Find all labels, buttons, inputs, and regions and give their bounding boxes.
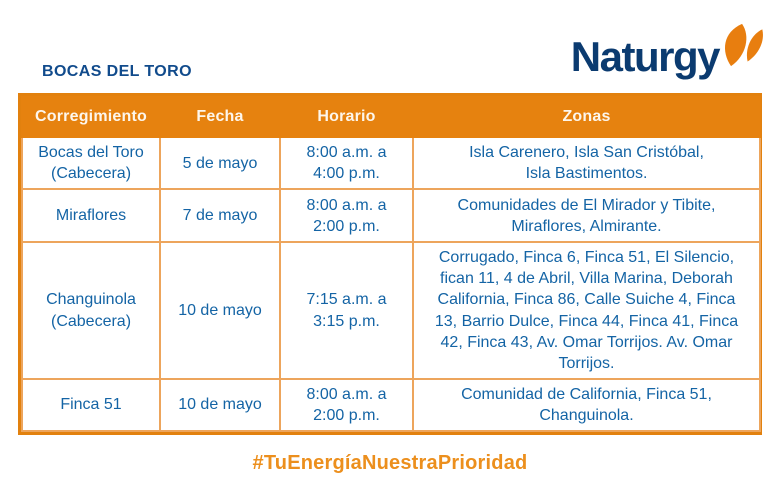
cell-horario: 7:15 a.m. a 3:15 p.m. xyxy=(279,241,414,380)
cell-zonas: Isla Carenero, Isla San Cristóbal, Isla … xyxy=(412,135,761,191)
naturgy-logo-text: Naturgy xyxy=(570,33,721,80)
cell-corregimiento: Changuinola (Cabecera) xyxy=(21,241,161,380)
cell-zonas: Corrugado, Finca 6, Finca 51, El Silenci… xyxy=(412,241,761,380)
butterfly-icon xyxy=(720,22,766,68)
table-row: Finca 51 10 de mayo 8:00 a.m. a 2:00 p.m… xyxy=(21,377,761,433)
table-header-row: Corregimiento Fecha Horario Zonas xyxy=(21,96,761,138)
cell-fecha: 5 de mayo xyxy=(159,135,281,191)
column-header-fecha: Fecha xyxy=(159,96,281,138)
outage-schedule-table: Corregimiento Fecha Horario Zonas Bocas … xyxy=(18,93,762,436)
table-row: Bocas del Toro (Cabecera) 5 de mayo 8:00… xyxy=(21,135,761,191)
cell-corregimiento: Bocas del Toro (Cabecera) xyxy=(21,135,161,191)
hashtag-slogan: #TuEnergíaNuestraPrioridad xyxy=(252,452,528,474)
cell-zonas: Comunidades de El Mirador y Tibite, Mira… xyxy=(412,188,761,244)
column-header-horario: Horario xyxy=(279,96,414,138)
table-row: Miraflores 7 de mayo 8:00 a.m. a 2:00 p.… xyxy=(21,188,761,244)
cell-corregimiento: Miraflores xyxy=(21,188,161,244)
table-row: Changuinola (Cabecera) 10 de mayo 7:15 a… xyxy=(21,241,761,380)
cell-corregimiento: Finca 51 xyxy=(21,377,161,433)
cell-fecha: 10 de mayo xyxy=(159,377,281,433)
cell-fecha: 7 de mayo xyxy=(159,188,281,244)
column-header-corregimiento: Corregimiento xyxy=(21,96,161,138)
cell-horario: 8:00 a.m. a 4:00 p.m. xyxy=(279,135,414,191)
cell-horario: 8:00 a.m. a 2:00 p.m. xyxy=(279,188,414,244)
cell-horario: 8:00 a.m. a 2:00 p.m. xyxy=(279,377,414,433)
page-title: BOCAS DEL TORO xyxy=(42,63,192,80)
cell-fecha: 10 de mayo xyxy=(159,241,281,380)
naturgy-logo: Naturgy xyxy=(571,22,766,80)
cell-zonas: Comunidad de California, Finca 51, Chang… xyxy=(412,377,761,433)
column-header-zonas: Zonas xyxy=(412,96,761,138)
